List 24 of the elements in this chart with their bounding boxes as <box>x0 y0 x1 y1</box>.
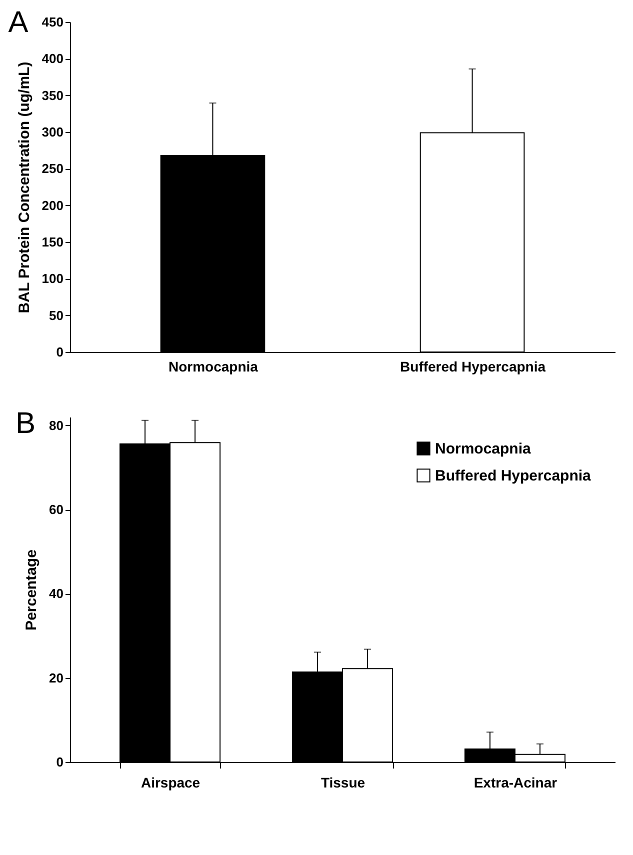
y-tick-label: 80 <box>49 418 64 433</box>
legend-label: Buffered Hypercapnia <box>435 468 592 484</box>
y-axis-title: Percentage <box>23 550 40 630</box>
chart-title: A <box>8 6 28 39</box>
y-tick-label: 0 <box>56 754 64 770</box>
legend-label: Normocapnia <box>435 440 532 458</box>
y-tick-label: 40 <box>49 586 64 602</box>
y-tick-label: 450 <box>42 14 64 30</box>
y-tick-label: 60 <box>49 502 64 518</box>
chart-title: B <box>16 407 36 440</box>
x-tick-label: Tissue <box>320 774 366 790</box>
y-tick-label: 50 <box>49 308 64 323</box>
y-tick-label: 20 <box>49 670 64 686</box>
y-tick-label: 200 <box>42 198 64 213</box>
y-tick-label: 400 <box>42 51 64 66</box>
y-tick-label: 300 <box>42 124 64 140</box>
y-axis-title: BAL Protein Concentration (ug/mL) <box>16 62 33 314</box>
y-tick-label: 100 <box>42 271 64 286</box>
y-tick-label: 150 <box>42 234 64 250</box>
x-tick-label: Extra-Acinar <box>474 774 558 790</box>
y-tick-label: 350 <box>42 88 64 103</box>
y-tick-label: 250 <box>42 161 64 176</box>
y-tick-label: 0 <box>56 344 64 360</box>
x-tick-label: Airspace <box>140 774 200 790</box>
